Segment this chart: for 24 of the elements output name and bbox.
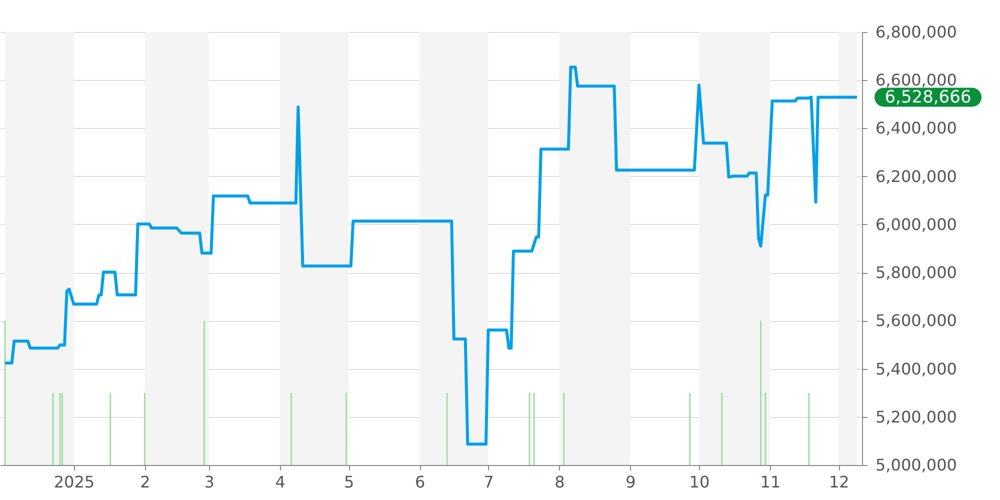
x-tick-label: 2 bbox=[140, 472, 150, 492]
x-tick-label: 12 bbox=[829, 472, 850, 492]
y-tick-label: 6,200,000 bbox=[876, 166, 957, 186]
x-tick-label: 6 bbox=[414, 472, 426, 492]
x-tick-label: 10 bbox=[689, 472, 710, 492]
y-tick-label: 5,200,000 bbox=[876, 407, 957, 426]
annotation: 6,528,666 bbox=[884, 87, 972, 108]
y-tick-label: 5,800,000 bbox=[876, 263, 957, 282]
y-tick-label: 5,400,000 bbox=[876, 359, 957, 378]
x-tick-label: 3 bbox=[204, 472, 214, 492]
x-tick-label: 2025 bbox=[54, 472, 95, 492]
y-tick-label: 6,400,000 bbox=[876, 118, 957, 138]
x-tick-label: 8 bbox=[554, 472, 565, 492]
x-tick-label: 5 bbox=[344, 472, 354, 492]
y-tick-label: 6,000,000 bbox=[876, 214, 957, 234]
y-tick-label: 5,600,000 bbox=[876, 311, 957, 330]
x-tick-label: 11 bbox=[760, 472, 781, 492]
y-tick-label: 5,000,000 bbox=[876, 456, 957, 474]
x-tick-label: 4 bbox=[275, 472, 286, 492]
x-tick-label: 9 bbox=[626, 472, 636, 492]
y-tick-label: 6,600,000 bbox=[876, 70, 957, 90]
y-tick-label: 6,800,000 bbox=[876, 22, 957, 42]
line-series bbox=[4, 66, 858, 446]
x-tick-label: 7 bbox=[484, 472, 494, 492]
